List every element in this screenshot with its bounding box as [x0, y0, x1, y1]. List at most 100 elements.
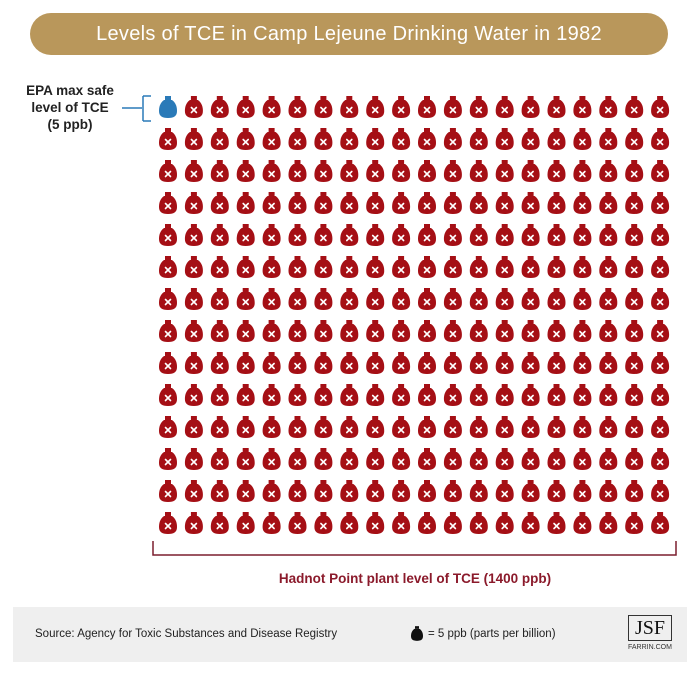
- jsf-logo[interactable]: JSF FARRIN.COM: [628, 615, 672, 651]
- tce-bottle-icon: [547, 320, 566, 342]
- tce-bottle-icon: [314, 160, 333, 182]
- tce-bottle-icon: [184, 128, 203, 150]
- tce-bottle-icon: [340, 192, 359, 214]
- pictogram-grid: [122, 95, 677, 556]
- tce-bottle-icon: [184, 224, 203, 246]
- tce-bottle-icon: [236, 128, 255, 150]
- tce-bottle-icon: [443, 256, 462, 278]
- tce-bottle-icon: [314, 512, 333, 534]
- tce-bottle-icon: [418, 352, 436, 374]
- tce-bottle-icon: [599, 160, 618, 182]
- tce-bottle-icon: [625, 512, 644, 534]
- tce-bottle-icon: [547, 352, 566, 374]
- tce-bottle-icon: [443, 416, 462, 438]
- tce-bottle-icon: [547, 480, 566, 502]
- tce-bottle-icon: [236, 384, 255, 406]
- tce-bottle-icon: [418, 256, 436, 278]
- tce-bottle-icon: [184, 384, 203, 406]
- tce-bottle-icon: [262, 416, 281, 438]
- tce-bottle-icon: [573, 416, 592, 438]
- tce-bottle-icon: [547, 160, 566, 182]
- tce-bottle-icon: [184, 320, 203, 342]
- tce-bottle-icon: [599, 448, 618, 470]
- tce-bottle-icon: [288, 384, 307, 406]
- tce-bottle-icon: [236, 96, 255, 118]
- tce-bottle-icon: [521, 192, 540, 214]
- tce-bottle-icon: [210, 192, 229, 214]
- legend-text: = 5 ppb (parts per billion): [428, 627, 556, 640]
- tce-bottle-icon: [210, 352, 229, 374]
- tce-bottle-icon: [573, 192, 592, 214]
- tce-bottle-icon: [573, 448, 592, 470]
- tce-bottle-icon: [236, 160, 255, 182]
- tce-bottle-icon: [625, 160, 644, 182]
- tce-bottle-icon: [495, 512, 514, 534]
- tce-bottle-icon: [184, 288, 203, 310]
- logo-sub: FARRIN.COM: [628, 644, 672, 651]
- tce-bottle-icon: [625, 384, 644, 406]
- tce-bottle-icon: [495, 480, 514, 502]
- source-text: Source: Agency for Toxic Substances and …: [35, 628, 338, 640]
- tce-bottle-icon: [547, 416, 566, 438]
- tce-bottle-icon: [573, 512, 592, 534]
- tce-bottle-icon: [262, 352, 281, 374]
- tce-bottle-icon: [547, 192, 566, 214]
- tce-bottle-icon: [159, 128, 177, 150]
- tce-bottle-icon: [314, 96, 333, 118]
- tce-bottle-icon: [599, 128, 618, 150]
- tce-bottle-icon: [521, 480, 540, 502]
- tce-bottle-icon: [625, 192, 644, 214]
- tce-bottle-icon: [366, 288, 385, 310]
- tce-bottle-icon: [340, 288, 359, 310]
- tce-bottle-icon: [469, 480, 488, 502]
- tce-bottle-icon: [159, 192, 177, 214]
- tce-bottle-icon: [366, 416, 385, 438]
- tce-bottle-icon: [210, 128, 229, 150]
- tce-bottle-icon: [573, 352, 592, 374]
- tce-bottle-icon: [366, 160, 385, 182]
- tce-bottle-icon: [159, 512, 177, 534]
- tce-bottle-icon: [547, 128, 566, 150]
- tce-bottle-icon: [288, 256, 307, 278]
- tce-bottle-icon: [625, 352, 644, 374]
- tce-bottle-icon: [262, 384, 281, 406]
- tce-bottle-icon: [443, 448, 462, 470]
- tce-bottle-icon: [469, 128, 488, 150]
- tce-bottle-icon: [392, 128, 411, 150]
- tce-bottle-icon: [418, 128, 436, 150]
- tce-bottle-icon: [210, 160, 229, 182]
- tce-bottle-icon: [651, 128, 670, 150]
- tce-bottle-icon: [573, 256, 592, 278]
- tce-bottle-icon: [262, 96, 281, 118]
- tce-bottle-icon: [469, 288, 488, 310]
- tce-bottle-icon: [495, 352, 514, 374]
- tce-bottle-icon: [599, 512, 618, 534]
- tce-bottle-icon: [184, 96, 203, 118]
- tce-bottle-icon: [651, 160, 670, 182]
- safe-level-bottle-icon: [159, 96, 177, 118]
- tce-bottle-icon: [599, 192, 618, 214]
- tce-bottle-icon: [469, 96, 488, 118]
- tce-bottle-icon: [469, 320, 488, 342]
- tce-bottle-icon: [392, 224, 411, 246]
- tce-bottle-icon: [651, 352, 670, 374]
- tce-bottle-icon: [521, 416, 540, 438]
- tce-bottle-icon: [392, 480, 411, 502]
- tce-bottle-icon: [236, 448, 255, 470]
- tce-bottle-icon: [210, 512, 229, 534]
- tce-bottle-icon: [288, 352, 307, 374]
- tce-bottle-icon: [392, 384, 411, 406]
- epa-bracket: [122, 95, 151, 122]
- tce-bottle-icon: [573, 128, 592, 150]
- tce-bottle-icon: [521, 128, 540, 150]
- tce-bottle-icon: [184, 512, 203, 534]
- legend: = 5 ppb (parts per billion): [411, 626, 556, 641]
- tce-bottle-icon: [547, 256, 566, 278]
- epa-label-line: EPA max safe: [26, 83, 114, 98]
- tce-bottle-icon: [495, 448, 514, 470]
- tce-bottle-icon: [159, 320, 177, 342]
- tce-bottle-icon: [184, 160, 203, 182]
- tce-bottle-icon: [521, 288, 540, 310]
- tce-bottle-icon: [340, 384, 359, 406]
- tce-bottle-icon: [184, 192, 203, 214]
